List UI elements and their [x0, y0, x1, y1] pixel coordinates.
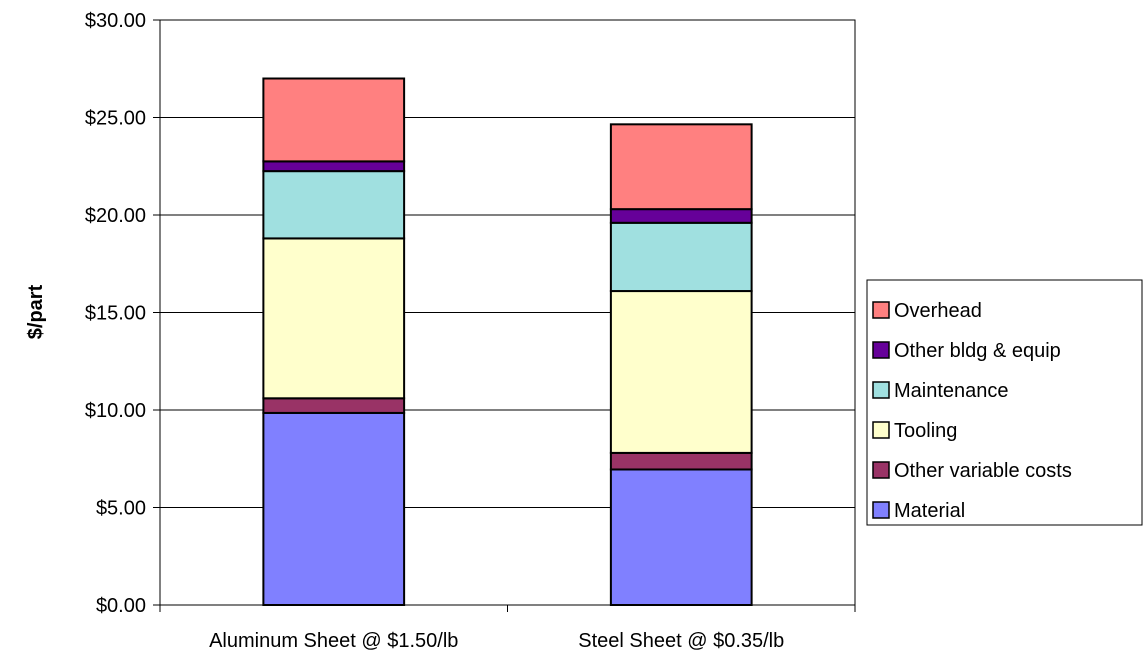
legend: Overhead Other bldg & equip Maintenance Too… [866, 279, 1143, 526]
legend-entry: Material [894, 500, 965, 522]
y-tick-label: $30.00 [85, 10, 146, 32]
x-category-label: Aluminum Sheet @ $1.50/lb [209, 630, 458, 652]
legend-swatch [872, 341, 890, 359]
y-tick-label: $20.00 [85, 205, 146, 227]
y-tick-label: $10.00 [85, 400, 146, 422]
legend-swatch [872, 501, 890, 519]
legend-swatch [872, 461, 890, 479]
legend-entry: Maintenance [894, 380, 1009, 402]
legend-entry: Overhead [894, 300, 982, 322]
bar-segment [609, 208, 753, 224]
legend-entry: Tooling [894, 420, 957, 442]
legend-box [866, 279, 1143, 526]
legend-swatch [872, 301, 890, 319]
bar-segment [262, 77, 406, 163]
bars [262, 77, 753, 606]
y-tick-label: $25.00 [85, 108, 146, 130]
bar-segment [609, 221, 753, 293]
bar-segment [609, 123, 753, 211]
y-tick-label: $15.00 [85, 303, 146, 325]
x-category-label: Steel Sheet @ $0.35/lb [578, 630, 784, 652]
bar-segment [262, 170, 406, 240]
bar-segment [262, 411, 406, 606]
bar-segment [609, 468, 753, 606]
y-tick-label: $5.00 [96, 498, 146, 520]
legend-swatch [872, 421, 890, 439]
bar-segment [609, 451, 753, 471]
axes: $0.00 $5.00 $10.00 $15.00 $20.00 $25.00 $30.00… [85, 10, 856, 652]
bar-segment [609, 290, 753, 454]
bar-segment [262, 237, 406, 400]
y-axis-title: $/part [25, 284, 47, 339]
y-tick-label: $0.00 [96, 595, 146, 617]
bar-segment [262, 397, 406, 414]
bar-segment [262, 160, 406, 173]
legend-entry: Other bldg & equip [894, 340, 1061, 362]
legend-entry: Other variable costs [894, 460, 1072, 482]
legend-swatch [872, 381, 890, 399]
